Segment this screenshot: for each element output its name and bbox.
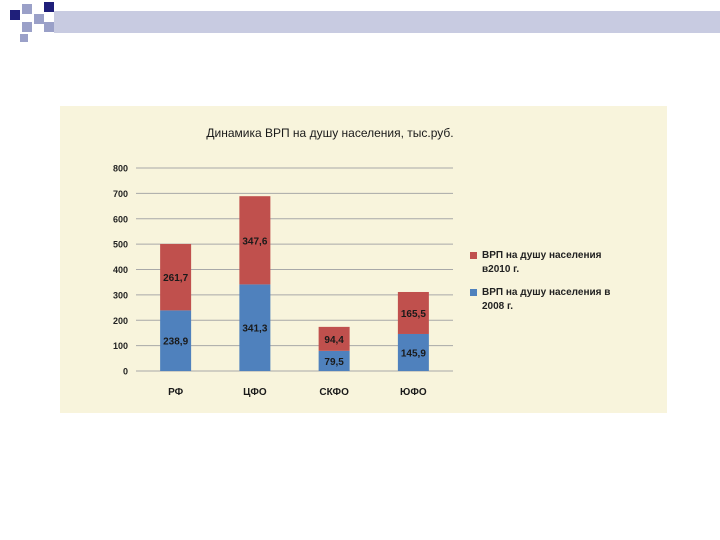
deco-square (20, 34, 28, 42)
legend-swatch-2010 (470, 252, 477, 259)
bar-2010-2 (318, 326, 350, 351)
deco-square (22, 22, 32, 32)
legend-label-2010-line2: в2010 г. (482, 264, 520, 275)
legend-swatch-2008 (470, 289, 477, 296)
legend-label-2008-line2: 2008 г. (482, 301, 513, 312)
bar-2008-3 (397, 333, 429, 371)
legend: ВРП на душу населения в2010 г. ВРП на ду… (470, 249, 660, 323)
x-tick-label: СКФО (319, 387, 349, 398)
data-label-2008-2: 79,5 (324, 357, 344, 368)
deco-square (10, 10, 20, 20)
y-tick-label: 600 (113, 214, 128, 224)
x-tick-label: ЦФО (243, 387, 267, 398)
bar-2008-2 (318, 350, 350, 371)
bar-2008-1 (239, 284, 271, 371)
y-tick-label: 300 (113, 290, 128, 300)
bar-2010-1 (239, 196, 271, 285)
bar-2010-0 (160, 243, 192, 311)
chart-plot: 0 100 200 300 400 500 600 700 800 238,9 261,7 РФ 341… (113, 164, 453, 398)
y-tick-label: 100 (113, 341, 128, 351)
deco-square (44, 2, 54, 12)
y-tick-label: 0 (123, 367, 128, 377)
legend-item-2010: ВРП на душу населения в2010 г. (470, 249, 660, 277)
data-label-2008-0: 238,9 (163, 337, 188, 348)
y-tick-label: 500 (113, 240, 128, 250)
y-tick-label: 700 (113, 189, 128, 199)
chart-panel: Динамика ВРП на душу населения, тыс.руб.… (60, 106, 667, 413)
legend-item-2008: ВРП на душу населения в 2008 г. (470, 286, 660, 314)
x-tick-label: РФ (168, 387, 184, 398)
y-tick-label: 200 (113, 316, 128, 326)
slide-decoration (10, 2, 720, 42)
y-tick-label: 400 (113, 265, 128, 275)
chart-title: Динамика ВРП на душу населения, тыс.руб. (206, 126, 454, 140)
data-label-2010-2: 94,4 (324, 335, 344, 346)
legend-label-2010-line1: ВРП на душу населения (482, 250, 602, 261)
deco-square (44, 22, 54, 32)
bar-2008-0 (160, 310, 192, 371)
data-label-2008-1: 341,3 (242, 324, 267, 335)
data-label-2010-3: 165,5 (401, 309, 426, 320)
x-tick-label: ЮФО (400, 387, 427, 398)
data-label-2010-1: 347,6 (242, 236, 267, 247)
data-label-2008-3: 145,9 (401, 348, 426, 359)
data-label-2010-0: 261,7 (163, 273, 188, 284)
deco-square (22, 4, 32, 14)
bar-2010-3 (397, 291, 429, 334)
legend-label-2008-line1: ВРП на душу населения в (482, 287, 611, 298)
y-tick-label: 800 (113, 164, 128, 174)
deco-bar (54, 11, 720, 33)
deco-square (34, 14, 44, 24)
